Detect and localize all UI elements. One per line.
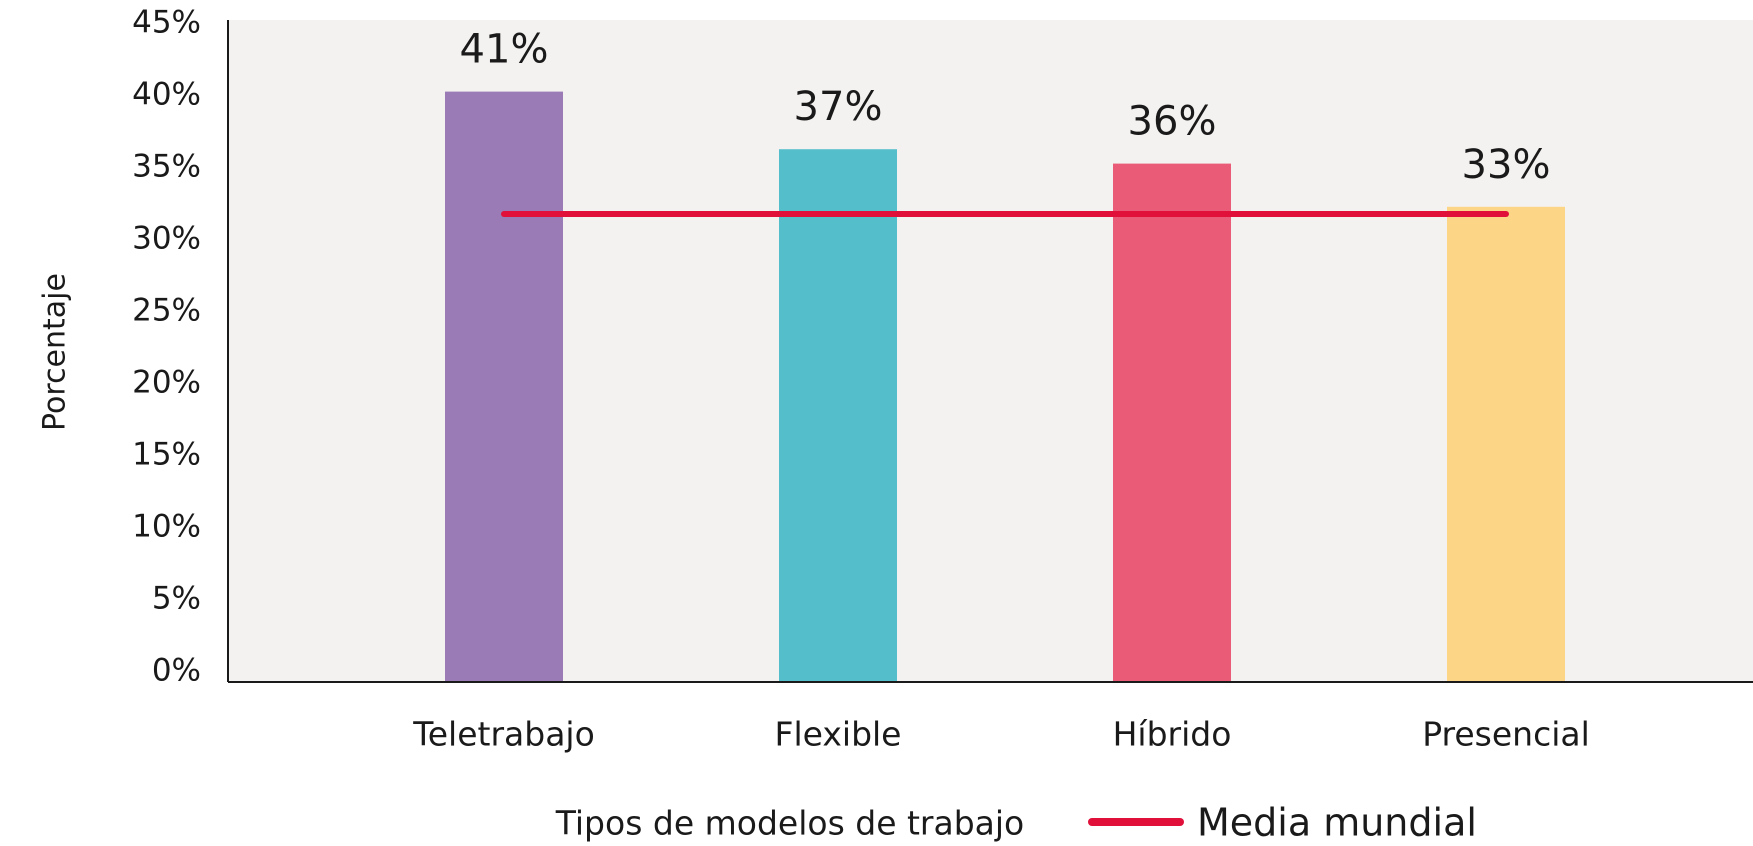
x-tick-label: Teletrabajo xyxy=(412,715,595,754)
y-tick-label: 40% xyxy=(132,77,201,113)
y-tick-label: 25% xyxy=(132,293,201,329)
data-label: 36% xyxy=(1128,99,1217,145)
x-tick-label: Presencial xyxy=(1422,715,1590,754)
data-label: 37% xyxy=(794,84,883,130)
y-tick-label: 5% xyxy=(152,581,201,617)
y-tick-label: 15% xyxy=(132,437,201,473)
y-axis-label: Porcentaje xyxy=(38,273,73,431)
data-label: 33% xyxy=(1462,142,1551,188)
bar xyxy=(779,149,897,682)
bar xyxy=(1447,206,1565,683)
y-tick-label: 35% xyxy=(132,149,201,185)
x-tick-label: Flexible xyxy=(775,715,902,754)
y-tick-label: 0% xyxy=(152,653,201,689)
bar xyxy=(1113,163,1231,683)
x-axis-label: Tipos de modelos de trabajo xyxy=(555,804,1025,843)
y-tick-label: 20% xyxy=(132,365,201,401)
y-tick-label: 45% xyxy=(132,5,201,41)
data-label: 41% xyxy=(460,27,549,73)
y-tick-label: 10% xyxy=(132,509,201,545)
bar xyxy=(445,91,563,683)
x-tick-label: Híbrido xyxy=(1113,715,1232,754)
y-tick-label: 30% xyxy=(132,221,201,257)
legend-label: Media mundial xyxy=(1197,801,1477,845)
